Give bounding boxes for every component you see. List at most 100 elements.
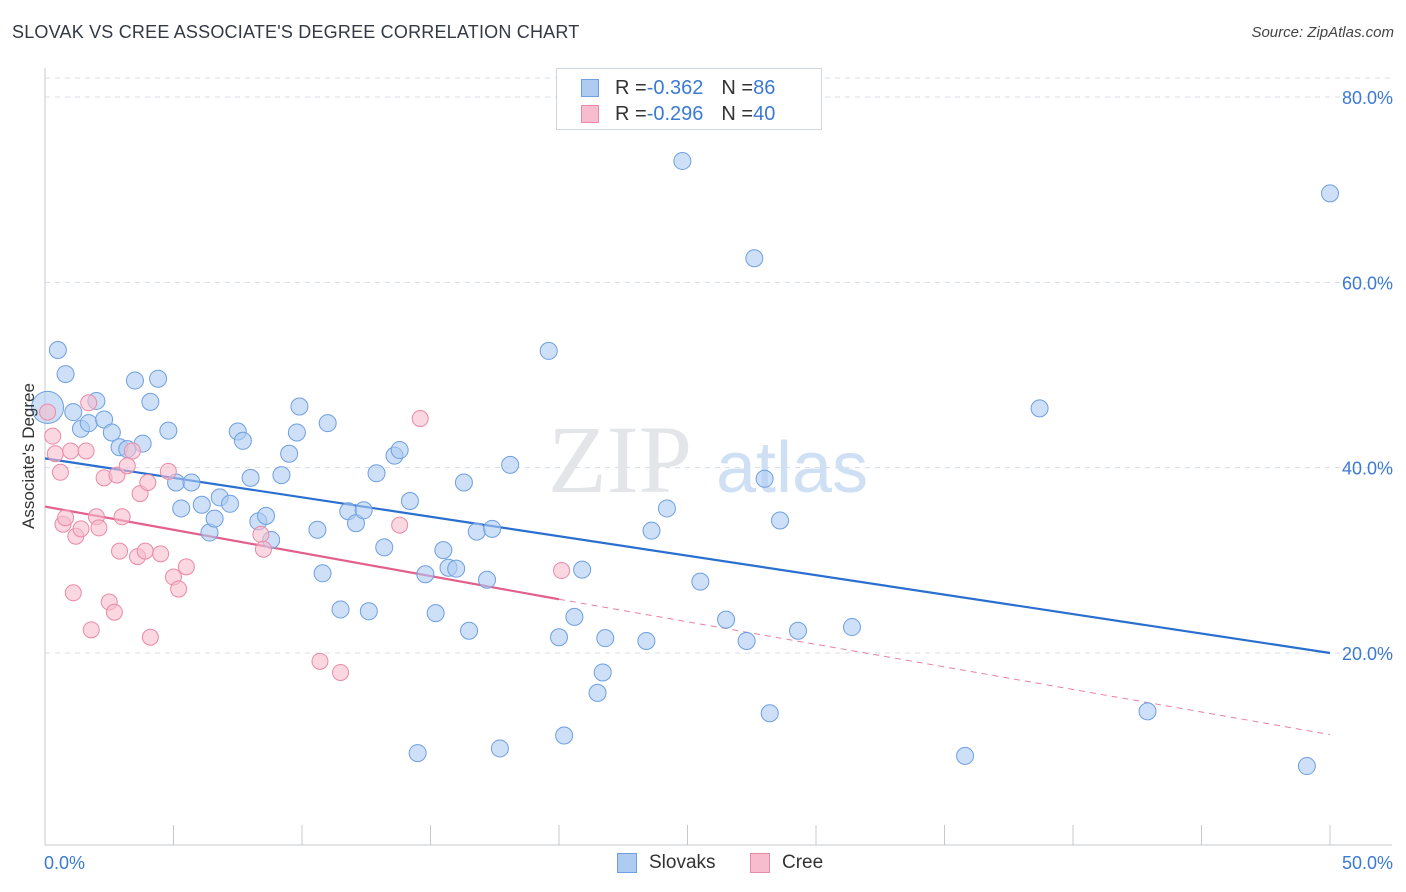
slovaks-point [159, 421, 178, 440]
x-tick-label: 50.0% [1342, 853, 1393, 873]
slovaks-point [221, 494, 240, 513]
slovaks-point [416, 565, 435, 584]
cree-point [254, 540, 272, 558]
cree-point [170, 580, 188, 598]
slovaks-point [400, 492, 419, 511]
slovaks-point [490, 739, 509, 758]
slovaks-point [588, 683, 607, 702]
slovaks-point [390, 441, 409, 460]
cree-point [332, 663, 350, 681]
slovaks-point [272, 466, 291, 485]
slovaks-point [1138, 702, 1157, 721]
slovaks-point [354, 501, 373, 520]
slovaks-point [771, 511, 790, 530]
cree-legend-swatch [750, 853, 770, 873]
cree-point [64, 584, 82, 602]
cree-point [311, 652, 329, 670]
cree-point [139, 473, 157, 491]
cree-point [141, 628, 159, 646]
cree-trend-extension [558, 598, 1331, 736]
stats-legend: R = -0.362 N = 86 R = -0.296 N = 40 [556, 68, 822, 130]
cree-trend-line [44, 505, 560, 601]
n-value: 40 [753, 102, 776, 125]
slovaks-point [287, 423, 306, 442]
n-label: N = [721, 76, 754, 99]
cree-point [51, 463, 69, 481]
gridlines [45, 77, 1392, 654]
slovaks-point [637, 631, 656, 650]
slovaks-point [79, 414, 98, 433]
slovaks-point [233, 431, 252, 450]
cree-point [77, 442, 95, 460]
slovaks-point [717, 610, 736, 629]
cree-point [82, 621, 100, 639]
slovaks-point [789, 621, 808, 640]
slovaks-point [56, 365, 75, 384]
y-axis-label: Associate's Degree [19, 383, 38, 529]
slovaks-point [593, 663, 612, 682]
cree-point [57, 509, 75, 527]
cree-point [136, 542, 154, 560]
slovaks-point [359, 602, 378, 621]
legend-item-cree[interactable]: Cree [750, 852, 823, 874]
slovaks-point [657, 499, 676, 518]
slovaks-point [192, 495, 211, 514]
slovaks-point [565, 607, 584, 626]
slovaks-point [375, 538, 394, 557]
slovaks-point [241, 468, 260, 487]
slovaks-point [539, 341, 558, 360]
slovaks-point [842, 618, 861, 637]
slovaks-trend-line [44, 457, 1331, 655]
slovaks-point [280, 444, 299, 463]
legend-row-slovaks: R = -0.362 N = 86 [581, 76, 775, 100]
slovaks-point [447, 559, 466, 578]
cree-point [252, 525, 270, 543]
watermark-zip: ZIP [548, 406, 692, 513]
cree-point [177, 558, 195, 576]
watermark: ZIP atlas [548, 406, 868, 513]
slovaks-point [408, 744, 427, 763]
cree-point [39, 403, 57, 421]
slovaks-point [501, 455, 520, 474]
cree-point [46, 445, 64, 463]
cree-point [44, 427, 62, 445]
r-label: R = [615, 102, 647, 125]
slovaks-point [956, 746, 975, 765]
slovaks-point [737, 631, 756, 650]
cree-point [411, 410, 429, 428]
slovaks-point [290, 397, 309, 416]
trend-lines [44, 457, 1331, 736]
slovaks-point [205, 509, 224, 528]
legend-item-slovaks[interactable]: Slovaks [617, 852, 716, 874]
slovaks-point [454, 473, 473, 492]
r-value: -0.296 [646, 102, 704, 125]
slovaks-point [550, 628, 568, 647]
cree-point [113, 508, 131, 526]
r-label: R = [615, 76, 647, 99]
cree-point [152, 545, 170, 563]
slovaks-point [64, 403, 83, 422]
slovaks-point [596, 629, 615, 648]
cree-point [90, 519, 108, 537]
slovaks-point [426, 604, 445, 623]
slovaks-point [460, 621, 479, 640]
y-tick-label: 60.0% [1342, 273, 1393, 293]
slovaks-point [182, 473, 201, 492]
cree-point [553, 562, 571, 580]
cree-point [80, 394, 98, 412]
y-tick-label: 40.0% [1342, 459, 1393, 479]
source-credit: Source: ZipAtlas.com [1251, 24, 1394, 41]
slovaks-legend-swatch [617, 853, 637, 873]
slovaks-point [691, 572, 710, 591]
slovaks-point [745, 249, 764, 268]
slovaks-point [149, 369, 168, 388]
slovaks-point [642, 521, 661, 540]
cree-point [111, 542, 129, 560]
slovaks-point [555, 726, 574, 745]
slovaks-point [172, 499, 191, 518]
slovaks-point [673, 151, 692, 170]
y-tick-label: 80.0% [1342, 88, 1393, 108]
slovaks-point [1297, 757, 1316, 776]
slovaks-point [573, 560, 592, 579]
slovaks-point [755, 469, 774, 488]
